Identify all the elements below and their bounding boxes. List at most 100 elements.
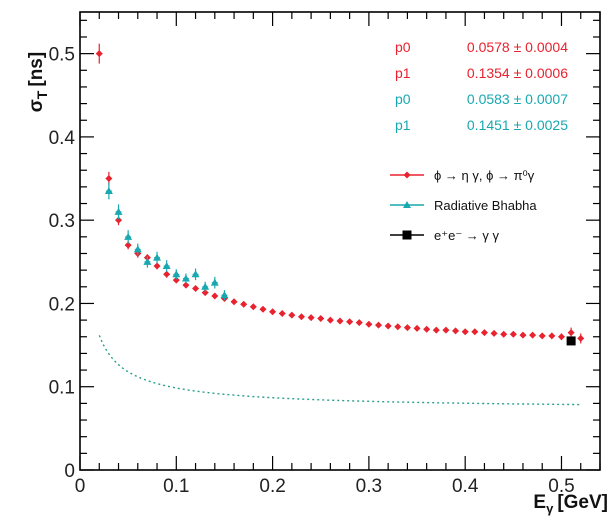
data-point <box>557 333 565 341</box>
data-point <box>172 270 181 278</box>
y-axis-title: σT [ns] <box>26 52 50 112</box>
fit-parameter-value: 0.0583 ± 0.0007 <box>467 91 568 107</box>
data-point <box>577 334 585 342</box>
data-point <box>259 305 267 313</box>
data-point <box>509 330 517 338</box>
legend: ϕ → η γ, ϕ → π⁰γ Radiative Bhabha e⁺e⁻ → γ… <box>390 168 537 243</box>
fit-parameter-value: 0.0578 ± 0.0004 <box>467 39 568 55</box>
data-point <box>153 262 161 270</box>
data-point <box>490 329 498 337</box>
data-point <box>384 322 392 330</box>
data-point <box>210 278 219 286</box>
data-point <box>394 323 402 331</box>
fit-curve-layer <box>98 335 581 406</box>
y-tick-label: 0.3 <box>49 211 75 232</box>
y-tick-label: 0.4 <box>49 128 76 149</box>
data-point <box>452 327 460 335</box>
data-point <box>566 336 576 346</box>
x-tick-label: 0.2 <box>259 476 285 497</box>
data-point <box>346 318 354 326</box>
legend-label: Radiative Bhabha <box>434 198 537 213</box>
fit-parameter-label: p1 <box>395 117 411 133</box>
x-axis-title: Eγ [GeV] <box>533 492 608 516</box>
y-tick-label: 0 <box>64 461 75 482</box>
x-tick-label: 0 <box>75 476 86 497</box>
data-point <box>104 187 113 195</box>
plot-frame <box>79 11 601 471</box>
fit-parameter-value: 0.1451 ± 0.0025 <box>467 117 568 133</box>
y-axis-title-main: σ <box>26 99 47 112</box>
data-point <box>375 321 383 329</box>
data-point <box>317 314 325 322</box>
data-point <box>336 317 344 325</box>
data-point <box>240 300 248 308</box>
data-point <box>423 325 431 333</box>
x-axis-title-main: E <box>533 492 546 513</box>
data-point <box>220 291 229 299</box>
x-axis-title-unit: [GeV] <box>557 492 608 513</box>
data-point <box>211 292 219 300</box>
data-point <box>201 282 210 290</box>
data-point <box>403 171 411 179</box>
fit-parameter-value: 0.1354 ± 0.0006 <box>467 65 568 81</box>
x-tick-label: 0.1 <box>163 476 189 497</box>
data-point <box>461 328 469 336</box>
data-point <box>269 308 277 316</box>
data-point <box>365 320 373 328</box>
data-point <box>249 303 257 311</box>
y-tick-label: 0.1 <box>49 378 75 399</box>
data-points-layer <box>95 43 585 346</box>
data-point <box>442 326 450 334</box>
x-axis-title-sub: γ <box>546 501 554 516</box>
data-point <box>278 309 286 317</box>
data-point <box>201 289 209 297</box>
data-point <box>326 316 334 324</box>
data-point <box>133 245 142 253</box>
data-point <box>471 328 479 336</box>
data-point <box>124 241 132 249</box>
data-point <box>567 329 575 337</box>
x-tick-label: 0.3 <box>356 476 382 497</box>
data-point <box>432 326 440 334</box>
data-point <box>163 270 171 278</box>
data-point <box>143 257 152 265</box>
data-point <box>124 232 133 240</box>
data-point <box>115 216 123 224</box>
data-point <box>403 324 411 332</box>
fit-parameters-box: p0 0.0578 ± 0.0004 p1 0.1354 ± 0.0006 p0 0.05… <box>395 39 568 133</box>
y-axis-title-sub: T <box>34 90 50 99</box>
fit-curve <box>98 335 581 406</box>
data-point <box>355 319 363 327</box>
data-point <box>162 261 171 269</box>
y-tick-label: 0.2 <box>49 294 75 315</box>
data-point <box>181 274 190 282</box>
x-tick-label: 0.4 <box>452 476 479 497</box>
data-point <box>172 276 180 284</box>
y-axis-title-unit: [ns] <box>26 52 47 87</box>
axes-layer: 0 0.1 0.2 0.3 0.4 0.5 0 0.1 0.2 0.3 0.4 0.5 <box>49 11 601 497</box>
data-point <box>182 281 190 289</box>
data-point <box>114 207 123 215</box>
data-point <box>191 270 200 278</box>
data-point <box>307 314 315 322</box>
y-tick-label: 0.5 <box>49 45 75 66</box>
data-point <box>153 253 162 261</box>
data-point <box>529 331 537 339</box>
data-point <box>538 332 546 340</box>
data-point <box>105 175 113 183</box>
legend-label: ϕ → η γ, ϕ → π⁰γ <box>434 168 535 183</box>
data-point <box>403 201 411 208</box>
data-point <box>500 330 508 338</box>
fit-parameter-label: p0 <box>395 91 411 107</box>
data-point <box>480 329 488 337</box>
data-point <box>192 284 200 292</box>
legend-label: e⁺e⁻ → γ γ <box>434 228 500 243</box>
data-point <box>548 332 556 340</box>
data-point <box>297 313 305 321</box>
data-point <box>230 298 238 306</box>
data-point <box>413 324 421 332</box>
x-tick-label: 0.5 <box>548 476 574 497</box>
data-point <box>519 331 527 339</box>
